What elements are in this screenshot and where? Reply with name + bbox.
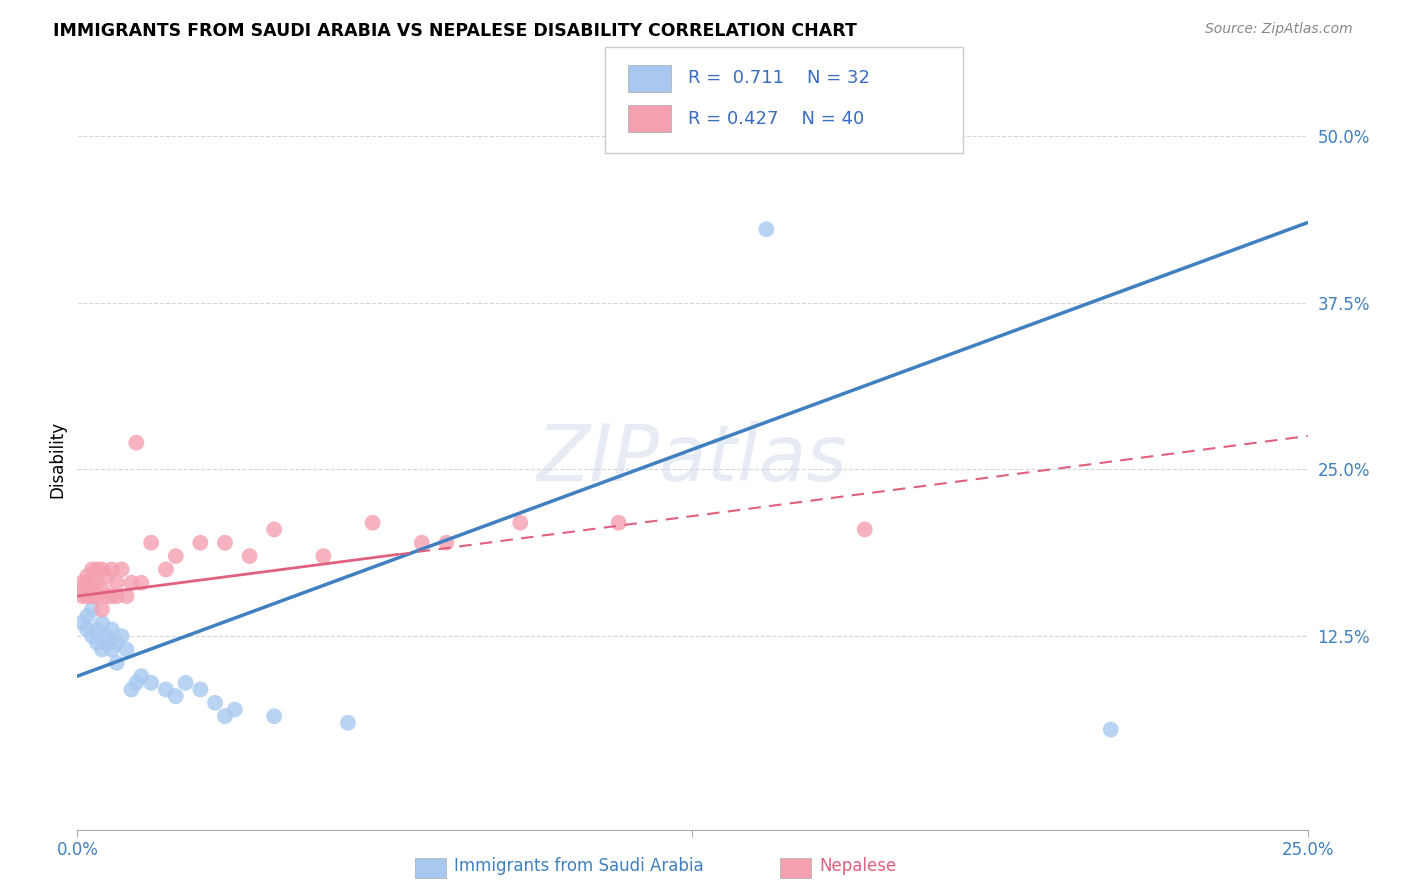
Point (70, 575, 93, 590)
Point (361, 516, 384, 530)
Point (224, 702, 246, 716)
Point (90, 642, 114, 657)
Point (121, 682, 143, 697)
Point (96, 629, 118, 643)
Point (607, 516, 630, 530)
Point (125, 435, 148, 450)
Text: Nepalese: Nepalese (820, 857, 897, 875)
Text: R =  0.711    N = 32: R = 0.711 N = 32 (688, 70, 869, 87)
Point (436, 535, 458, 549)
Point (129, 669, 153, 683)
Point (86, 562, 108, 576)
Point (411, 535, 433, 549)
Point (174, 675, 197, 690)
Point (263, 523, 285, 537)
Point (141, 535, 163, 549)
Point (1099, 723, 1122, 737)
Point (165, 549, 187, 563)
Point (129, 575, 153, 590)
Point (105, 636, 128, 650)
Point (125, 675, 148, 690)
Point (755, 222, 778, 236)
Point (76, 589, 98, 603)
Point (155, 682, 177, 697)
Point (90, 582, 114, 597)
Point (115, 642, 138, 657)
Point (263, 709, 285, 723)
Point (70, 615, 93, 630)
Point (121, 575, 143, 590)
Point (101, 562, 124, 576)
Point (96, 636, 118, 650)
Point (76, 569, 98, 583)
Point (90, 602, 114, 616)
Point (101, 623, 124, 637)
Point (86, 589, 108, 603)
Point (188, 535, 212, 549)
Point (82, 602, 104, 616)
Text: IMMIGRANTS FROM SAUDI ARABIA VS NEPALESE DISABILITY CORRELATION CHART: IMMIGRANTS FROM SAUDI ARABIA VS NEPALESE… (53, 22, 858, 40)
Point (90, 562, 114, 576)
Point (853, 523, 876, 537)
Point (82, 562, 104, 576)
Text: ZIPatlas: ZIPatlas (537, 421, 848, 498)
Point (96, 569, 118, 583)
Point (105, 589, 128, 603)
Point (82, 589, 104, 603)
Point (86, 636, 108, 650)
Point (90, 615, 114, 630)
Point (101, 642, 124, 657)
Point (76, 623, 98, 637)
Point (86, 623, 108, 637)
Point (82, 629, 104, 643)
Point (509, 516, 531, 530)
Text: Immigrants from Saudi Arabia: Immigrants from Saudi Arabia (454, 857, 704, 875)
Point (70, 589, 93, 603)
Point (312, 549, 335, 563)
Point (111, 629, 132, 643)
Point (101, 589, 124, 603)
Text: Source: ZipAtlas.com: Source: ZipAtlas.com (1205, 22, 1353, 37)
Y-axis label: Disability: Disability (48, 421, 66, 498)
Point (70, 582, 93, 597)
Point (239, 549, 262, 563)
Point (165, 689, 187, 703)
Point (337, 715, 360, 730)
Point (111, 562, 132, 576)
Point (204, 696, 226, 710)
Point (86, 575, 108, 590)
Text: R = 0.427    N = 40: R = 0.427 N = 40 (688, 110, 863, 128)
Point (214, 709, 236, 723)
Point (105, 575, 128, 590)
Point (155, 562, 177, 576)
Point (188, 682, 212, 697)
Point (76, 609, 98, 624)
Point (82, 575, 104, 590)
Point (141, 675, 163, 690)
Point (76, 575, 98, 590)
Point (105, 656, 128, 670)
Point (115, 589, 138, 603)
Point (96, 589, 118, 603)
Point (214, 535, 236, 549)
